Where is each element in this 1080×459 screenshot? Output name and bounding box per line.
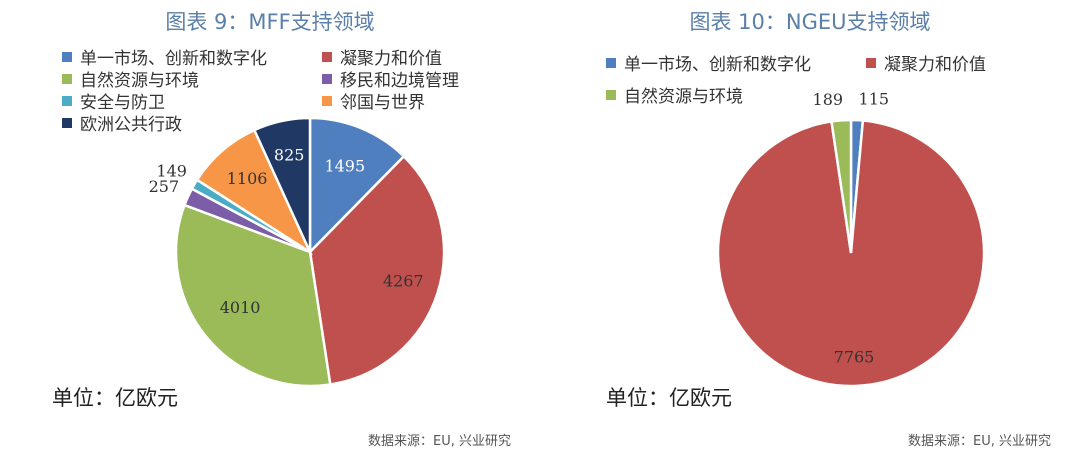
slice-value-label: 149 [156, 162, 187, 181]
legend-label: 自然资源与环境 [624, 87, 743, 107]
legend-swatch [62, 117, 72, 128]
chart-title: 图表 9：MFF支持领域 [165, 10, 375, 34]
legend-item: 单一市场、创新和数字化 [62, 44, 267, 69]
legend-label: 邻国与世界 [340, 93, 425, 113]
legend-item: 凝聚力和价值 [322, 44, 442, 69]
legend-swatch [322, 95, 332, 106]
legend-item: 欧洲公共行政 [62, 110, 182, 135]
legend-swatch [866, 57, 876, 68]
slice-value-label: 1106 [227, 169, 268, 188]
slice-value-label: 189 [813, 90, 844, 109]
slice-value-label: 115 [859, 90, 890, 109]
legend-swatch [606, 89, 616, 100]
legend-item: 安全与防卫 [62, 88, 165, 113]
legend-swatch [62, 95, 72, 106]
slice-value-label: 7765 [834, 348, 875, 367]
chart-title: 图表 10：NGEU支持领域 [689, 10, 931, 34]
legend-swatch [62, 73, 72, 84]
pie-slice [252, 116, 312, 253]
legend-label: 安全与防卫 [80, 93, 165, 113]
legend-label: 单一市场、创新和数字化 [624, 55, 811, 75]
pie-slice [308, 154, 446, 386]
slice-value-label: 4267 [383, 272, 424, 291]
legend: 单一市场、创新和数字化 凝聚力和价值 自然资源与环境 移民和边境管理 安全与防卫… [0, 42, 540, 152]
legend-item: 邻国与世界 [322, 88, 425, 113]
pie-chart: 115 7765 189 [716, 90, 986, 388]
legend-swatch [322, 73, 332, 84]
unit-label: 单位：亿欧元 [606, 386, 732, 410]
slice-value-label: 257 [149, 177, 180, 196]
legend-label: 单一市场、创新和数字化 [80, 49, 267, 69]
chart-ngeu: 图表 10：NGEU支持领域 单一市场、创新和数字化 凝聚力和价值 自然资源与环… [540, 0, 1080, 459]
chart-mff: 图表 9：MFF支持领域 单一市场、创新和数字化 凝聚力和价值 自然资源与环境 … [0, 10, 540, 449]
slice-value-label: 825 [274, 146, 305, 165]
unit-label: 单位：亿欧元 [52, 386, 178, 410]
legend-item: 自然资源与环境 [62, 66, 199, 91]
legend-label: 自然资源与环境 [80, 71, 199, 91]
legend-swatch [606, 57, 616, 68]
slice-value-label: 4010 [220, 298, 261, 317]
legend-swatch [62, 51, 72, 62]
legend-item: 移民和边境管理 [322, 66, 459, 91]
pie-slice [308, 116, 406, 256]
pie-slice [174, 203, 332, 388]
legend: 单一市场、创新和数字化 凝聚力和价值 自然资源与环境 [540, 42, 1080, 152]
slice-value-label: 1495 [324, 156, 365, 175]
source-note: 数据来源：EU, 兴业研究 [908, 434, 1051, 449]
pie-slice [716, 119, 986, 388]
legend-swatch [322, 51, 332, 62]
legend-item: 单一市场、创新和数字化 [606, 50, 811, 75]
legend-label: 移民和边境管理 [340, 71, 459, 91]
legend-item: 自然资源与环境 [606, 82, 743, 107]
legend-item: 凝聚力和价值 [866, 50, 986, 75]
legend-label: 欧洲公共行政 [80, 115, 182, 135]
pie-slice [830, 118, 853, 254]
legend-label: 凝聚力和价值 [340, 49, 442, 69]
source-note: 数据来源：EU, 兴业研究 [368, 434, 511, 449]
legend-label: 凝聚力和价值 [884, 55, 986, 75]
